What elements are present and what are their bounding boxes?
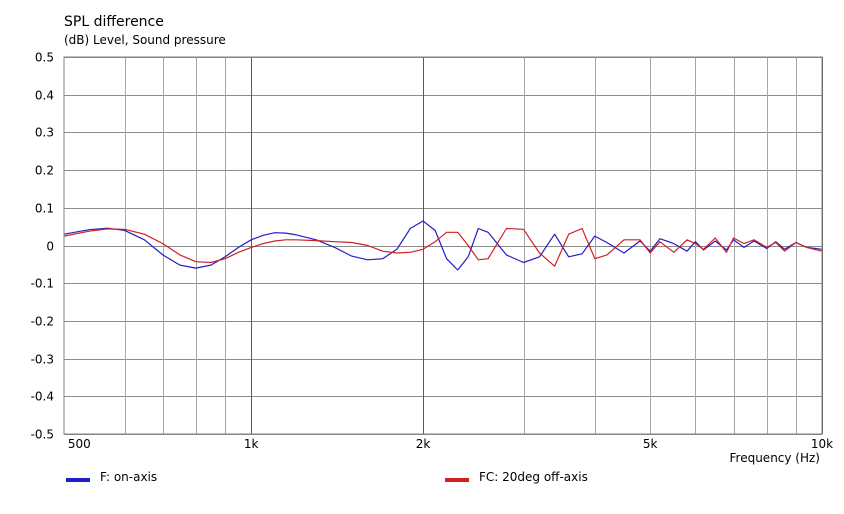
x-tick-label: 2k [416,437,431,451]
y-tick-label: 0 [46,240,54,254]
y-tick-label: -0.2 [31,315,54,329]
plot-frame [63,56,823,435]
legend-swatch-2 [445,478,469,482]
x-tick-label: 1k [244,437,259,451]
y-tick-label: 0.5 [35,51,54,65]
y-tick-label: -0.5 [31,428,54,442]
y-tick-label: 0.2 [35,164,54,178]
legend-label-1: F: on-axis [100,470,157,484]
y-tick-label: -0.3 [31,353,54,367]
legend-label-2: FC: 20deg off-axis [479,470,588,484]
y-tick-label: 0.3 [35,126,54,140]
y-tick-label: 0.1 [35,202,54,216]
chart-title: SPL difference [64,14,164,30]
series-layer [63,220,823,271]
x-axis-label: Frequency (Hz) [730,451,821,465]
legend-swatch-1 [66,478,90,482]
legend: F: on-axis FC: 20deg off-axis [66,470,588,484]
y-tick-label: 0.4 [35,89,54,103]
x-tick-label: 5k [643,437,658,451]
x-tick-label: 10k [811,437,833,451]
y-tick-label: -0.4 [31,390,54,404]
y-tick-label: -0.1 [31,277,54,291]
chart-subtitle: (dB) Level, Sound pressure [64,33,226,47]
tick-layer: 0.5 0.4 0.3 0.2 0.1 0 -0.1 -0.2 -0.3 -0.4 -0.5 500 1… [31,51,834,452]
series-line-2 [63,227,823,267]
x-tick-label: 500 [68,437,91,451]
series-line-1 [63,220,823,271]
